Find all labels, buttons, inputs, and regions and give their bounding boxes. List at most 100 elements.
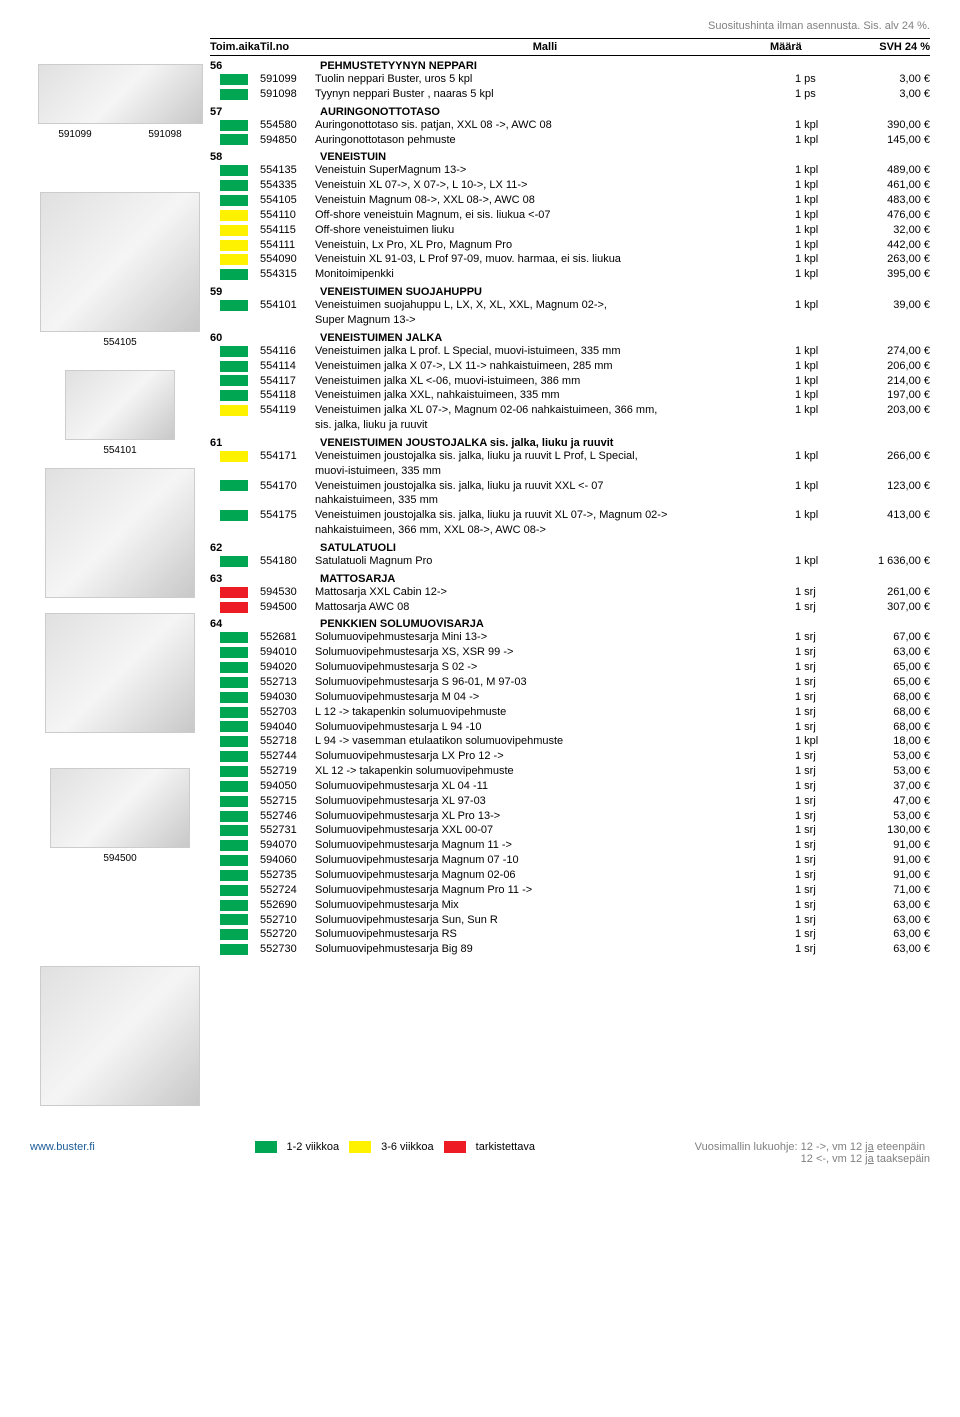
item-price: 53,00 € — [850, 749, 930, 764]
item-code: 552730 — [260, 942, 315, 957]
item-qty: 1 srj — [795, 927, 850, 942]
item-price: 53,00 € — [850, 809, 930, 824]
product-image: 554101 — [30, 370, 210, 456]
item-code: 594010 — [260, 645, 315, 660]
item-price: 63,00 € — [850, 913, 930, 928]
item-qty: 1 kpl — [795, 388, 850, 403]
availability-swatch — [220, 390, 248, 401]
table-header: Toim.aika Til.no Malli Määrä SVH 24 % — [210, 38, 930, 56]
item-description: Solumuovipehmustesarja Magnum Pro 11 -> — [315, 883, 795, 898]
item-row: 594070Solumuovipehmustesarja Magnum 11 -… — [210, 838, 930, 853]
item-price: 91,00 € — [850, 838, 930, 853]
item-row: 554118Veneistuimen jalka XXL, nahkaistui… — [210, 388, 930, 403]
section-title-row: 60VENEISTUIMEN JALKA — [210, 332, 930, 344]
item-price: 65,00 € — [850, 660, 930, 675]
item-qty: 1 kpl — [795, 208, 850, 223]
item-description: Tuolin neppari Buster, uros 5 kpl — [315, 72, 795, 87]
item-code: 591099 — [260, 72, 315, 87]
section-number: 64 — [210, 618, 260, 630]
item-price: 32,00 € — [850, 223, 930, 238]
item-qty: 1 srj — [795, 630, 850, 645]
item-description: Solumuovipehmustesarja XS, XSR 99 -> — [315, 645, 795, 660]
item-description: Veneistuimen jalka XXL, nahkaistuimeen, … — [315, 388, 795, 403]
item-row: 552719 XL 12 -> takapenkin solumuovipehm… — [210, 764, 930, 779]
item-code: 554170 — [260, 479, 315, 494]
availability-swatch — [220, 840, 248, 851]
item-qty: 1 kpl — [795, 267, 850, 282]
section: 64PENKKIEN SOLUMUOVISARJA552681Solumuovi… — [210, 618, 930, 957]
item-qty: 1 kpl — [795, 238, 850, 253]
item-description: Veneistuimen jalka X 07->, LX 11-> nahka… — [315, 359, 795, 374]
item-qty: 1 srj — [795, 898, 850, 913]
item-code: 552718 — [260, 734, 315, 749]
item-description-sub: muovi-istuimeen, 335 mm — [210, 464, 930, 479]
section-number: 58 — [210, 151, 260, 163]
item-price: 91,00 € — [850, 868, 930, 883]
item-row: 594020Solumuovipehmustesarja S 02 ->1 sr… — [210, 660, 930, 675]
availability-swatch — [220, 602, 248, 613]
item-row: 554315 Monitoimipenkki1 kpl395,00 € — [210, 267, 930, 282]
item-row: 552731Solumuovipehmustesarja XXL 00-071 … — [210, 823, 930, 838]
item-code: 554171 — [260, 449, 315, 464]
col-toim: Toim.aika — [210, 41, 260, 53]
item-code: 554118 — [260, 388, 315, 403]
section-title: VENEISTUIN — [320, 151, 930, 163]
item-price: 476,00 € — [850, 208, 930, 223]
item-code: 552744 — [260, 749, 315, 764]
item-code: 552681 — [260, 630, 315, 645]
item-qty: 1 kpl — [795, 344, 850, 359]
item-code: 552724 — [260, 883, 315, 898]
item-description-sub: nahkaistuimeen, 366 mm, XXL 08->, AWC 08… — [210, 523, 930, 538]
image-placeholder — [45, 613, 195, 733]
item-row: 552718 L 94 -> vasemman etulaatikon solu… — [210, 734, 930, 749]
item-price: 18,00 € — [850, 734, 930, 749]
item-qty: 1 srj — [795, 794, 850, 809]
item-description: Solumuovipehmustesarja Big 89 — [315, 942, 795, 957]
availability-swatch — [220, 914, 248, 925]
section: 61VENEISTUIMEN JOUSTOJALKA sis. jalka, l… — [210, 437, 930, 538]
item-price: 39,00 € — [850, 298, 930, 313]
item-description: Veneistuin Magnum 08->, XXL 08->, AWC 08 — [315, 193, 795, 208]
section-title: SATULATUOLI — [320, 542, 930, 554]
image-placeholder — [65, 370, 175, 440]
item-price: 37,00 € — [850, 779, 930, 794]
availability-swatch — [220, 587, 248, 598]
item-code: 554114 — [260, 359, 315, 374]
item-qty: 1 kpl — [795, 449, 850, 464]
item-row: 554111Veneistuin, Lx Pro, XL Pro, Magnum… — [210, 238, 930, 253]
image-placeholder — [40, 966, 200, 1106]
item-row: 554101Veneistuimen suojahuppu L, LX, X, … — [210, 298, 930, 313]
item-description: Mattosarja AWC 08 — [315, 600, 795, 615]
item-description: Monitoimipenkki — [315, 267, 795, 282]
item-description: Off-shore veneistuin Magnum, ei sis. liu… — [315, 208, 795, 223]
item-qty: 1 srj — [795, 645, 850, 660]
item-price: 63,00 € — [850, 645, 930, 660]
item-description: Solumuovipehmustesarja S 02 -> — [315, 660, 795, 675]
footer-legend: 1-2 viikkoa3-6 viikkoatarkistettava — [255, 1141, 535, 1153]
item-qty: 1 kpl — [795, 734, 850, 749]
item-qty: 1 srj — [795, 779, 850, 794]
section: 60VENEISTUIMEN JALKA554116Veneistuimen j… — [210, 332, 930, 433]
availability-swatch — [220, 647, 248, 658]
item-price: 68,00 € — [850, 720, 930, 735]
item-row: 554119Veneistuimen jalka XL 07->, Magnum… — [210, 403, 930, 418]
item-price: 63,00 € — [850, 898, 930, 913]
availability-swatch — [220, 929, 248, 940]
item-code: 554175 — [260, 508, 315, 523]
item-description: Solumuovipehmustesarja RS — [315, 927, 795, 942]
section-number: 61 — [210, 437, 260, 449]
availability-swatch — [220, 120, 248, 131]
item-price: 68,00 € — [850, 690, 930, 705]
item-row: 594050Solumuovipehmustesarja XL 04 -111 … — [210, 779, 930, 794]
product-image: 594500 — [30, 768, 210, 864]
availability-swatch — [220, 632, 248, 643]
item-price: 274,00 € — [850, 344, 930, 359]
item-code: 552731 — [260, 823, 315, 838]
item-description: Veneistuimen suojahuppu L, LX, X, XL, XX… — [315, 298, 795, 313]
item-description: Veneistuimen jalka XL 07->, Magnum 02-06… — [315, 403, 795, 418]
item-row: 552724Solumuovipehmustesarja Magnum Pro … — [210, 883, 930, 898]
availability-swatch — [220, 210, 248, 221]
item-row: 554115Off-shore veneistuimen liuku1 kpl3… — [210, 223, 930, 238]
availability-swatch — [220, 781, 248, 792]
item-price: 3,00 € — [850, 72, 930, 87]
